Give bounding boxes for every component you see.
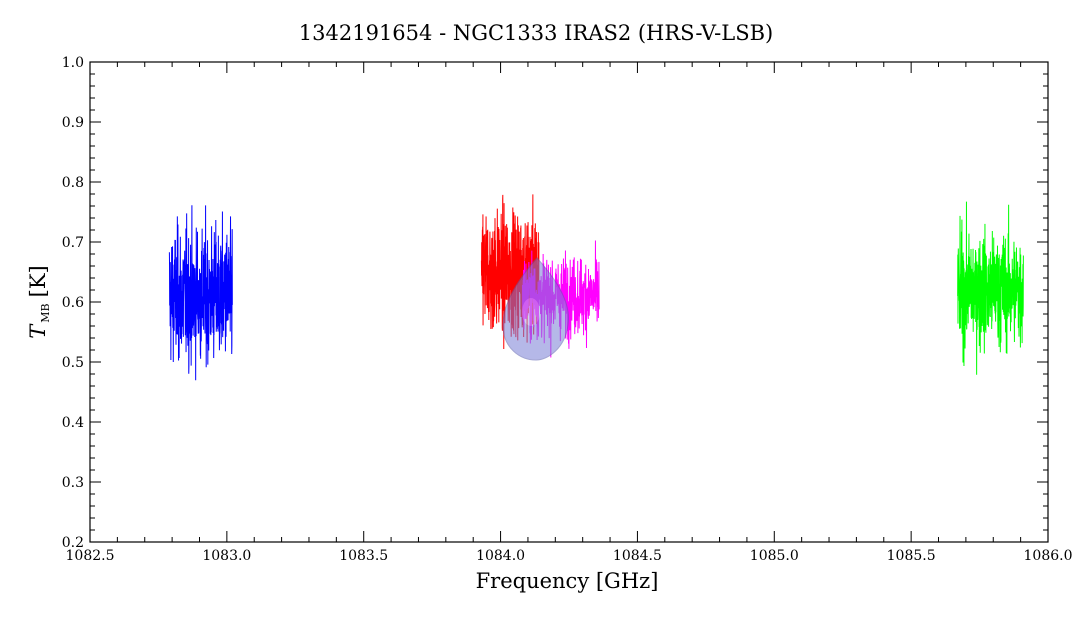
series-layer	[168, 194, 1024, 381]
x-tick-label: 1083.5	[339, 548, 388, 564]
x-tick-label: 1084.0	[476, 548, 525, 564]
x-tick-label: 1083.0	[202, 548, 251, 564]
y-tick-label: 0.3	[62, 475, 84, 491]
y-tick-label: 0.5	[62, 355, 84, 371]
y-tick-label: 0.4	[62, 415, 84, 431]
y-axis-label-unit: [K]	[26, 265, 50, 297]
x-tick-label: 1084.5	[613, 548, 662, 564]
svg-text:TMB[K]: TMB [K]	[26, 265, 52, 338]
y-tick-labels: 0.2 0.3 0.4 0.5 0.6 0.7 0.8 0.9 1.0	[62, 55, 84, 551]
y-tick-label: 0.7	[62, 235, 84, 251]
x-tick-label: 1085.0	[750, 548, 799, 564]
x-tick-labels: 1082.5 1083.0 1083.5 1084.0 1084.5 1085.0 1085…	[66, 548, 1072, 564]
ticks-layer	[89, 61, 1049, 543]
x-axis-label: Frequency [GHz]	[476, 569, 659, 593]
y-tick-label: 0.2	[62, 535, 84, 551]
y-axis-label-main: T	[26, 323, 50, 339]
y-tick-label: 0.8	[62, 175, 84, 191]
x-tick-label: 1082.5	[66, 548, 115, 564]
x-tick-label: 1086.0	[1024, 548, 1072, 564]
chart-title: 1342191654 - NGC1333 IRAS2 (HRS-V-LSB)	[299, 21, 773, 45]
y-tick-label: 0.9	[62, 115, 84, 131]
spectrum-series-4	[957, 201, 1024, 375]
spectrum-series-1	[168, 205, 233, 381]
y-tick-label: 1.0	[62, 55, 84, 71]
x-tick-label: 1085.5	[887, 548, 936, 564]
y-tick-label: 0.6	[62, 295, 84, 311]
watermark-logo	[502, 257, 569, 361]
y-axis-label-sub: MB	[39, 303, 52, 322]
y-axis-label: TMB [K]	[26, 265, 52, 338]
